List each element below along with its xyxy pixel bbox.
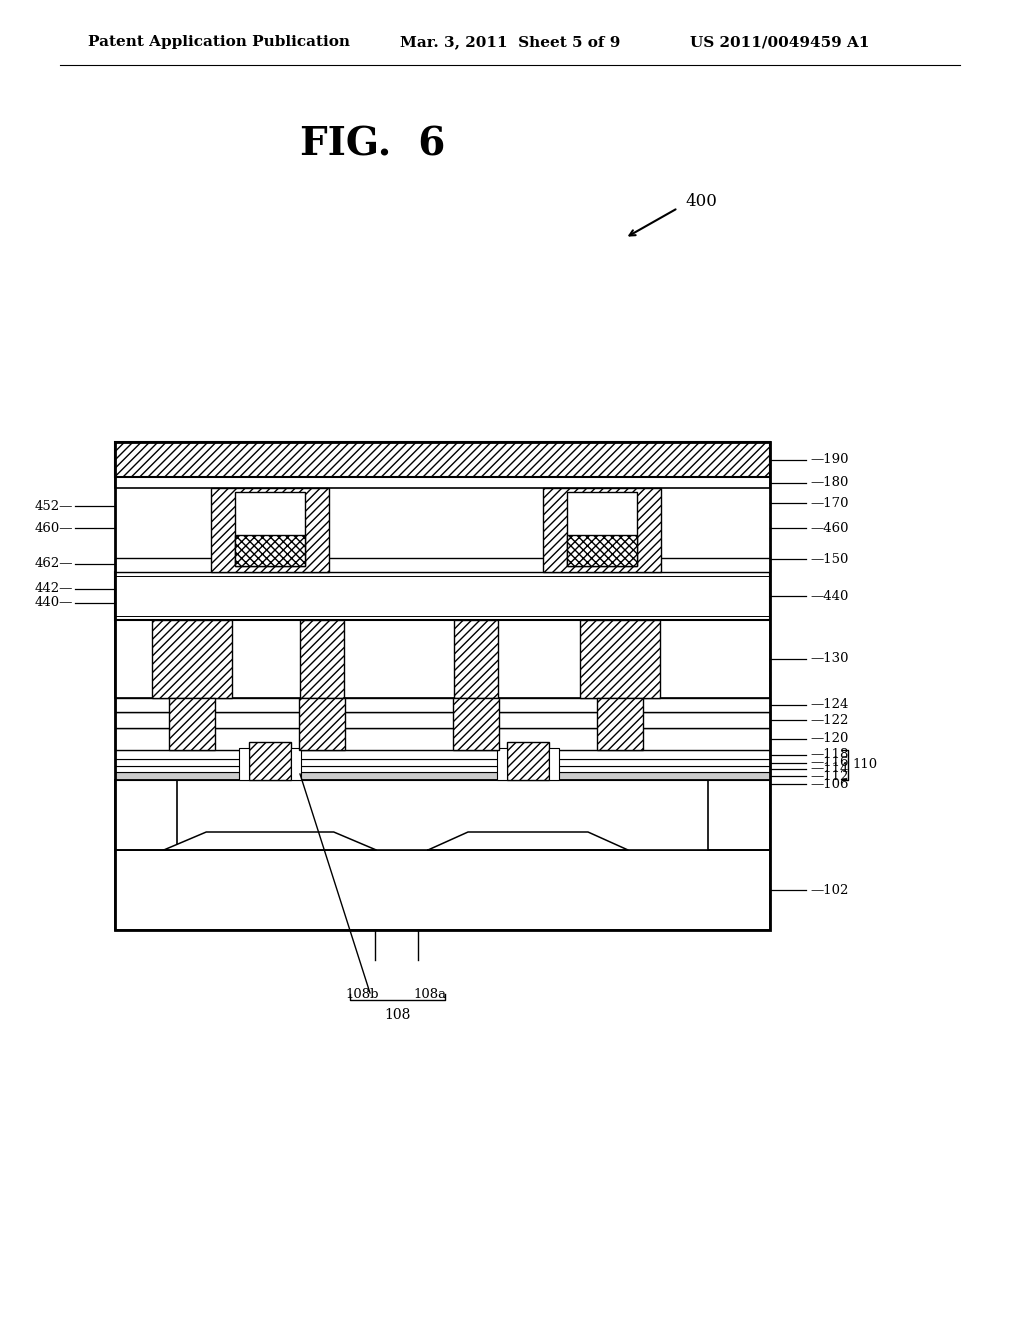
Text: —170: —170: [810, 496, 849, 510]
Text: 442—: 442—: [35, 582, 73, 595]
Bar: [234, 492, 305, 566]
Bar: [234, 535, 305, 566]
Bar: [580, 620, 660, 698]
Text: 104: 104: [245, 759, 271, 774]
Bar: [115, 620, 770, 698]
Text: —102: —102: [810, 883, 848, 896]
Text: 460—: 460—: [35, 521, 73, 535]
Text: 110: 110: [852, 759, 878, 771]
Text: —120: —120: [810, 733, 848, 746]
Bar: [115, 477, 770, 488]
Polygon shape: [428, 832, 628, 850]
Text: —116: —116: [810, 756, 849, 770]
Text: —460: —460: [810, 521, 849, 535]
Bar: [299, 698, 345, 750]
Bar: [115, 759, 770, 766]
Bar: [115, 558, 770, 572]
Bar: [453, 698, 499, 750]
Text: —124: —124: [810, 698, 848, 711]
Bar: [300, 620, 344, 698]
Text: —440: —440: [810, 590, 848, 602]
Bar: [597, 698, 643, 750]
Text: 108a: 108a: [414, 987, 446, 1001]
Text: —118: —118: [810, 748, 848, 762]
Polygon shape: [708, 780, 770, 850]
Polygon shape: [164, 832, 376, 850]
Bar: [115, 766, 770, 772]
Bar: [239, 748, 249, 780]
Bar: [249, 742, 291, 780]
Text: —190: —190: [810, 453, 849, 466]
Text: 400: 400: [685, 194, 717, 210]
Text: 108: 108: [384, 1008, 411, 1022]
Bar: [543, 488, 662, 572]
Text: —180: —180: [810, 477, 848, 488]
Text: FIG.  6: FIG. 6: [300, 125, 445, 164]
Bar: [567, 492, 637, 566]
Text: 462—: 462—: [35, 557, 73, 570]
Text: —150: —150: [810, 553, 848, 566]
Bar: [115, 698, 770, 711]
Text: 440—: 440—: [35, 597, 73, 610]
Polygon shape: [115, 780, 177, 850]
Bar: [115, 729, 770, 750]
Text: US 2011/0049459 A1: US 2011/0049459 A1: [690, 36, 869, 49]
Text: —112: —112: [810, 770, 848, 783]
Bar: [567, 535, 637, 566]
Text: —122: —122: [810, 714, 848, 726]
Text: 108b: 108b: [345, 987, 379, 1001]
Bar: [211, 488, 329, 572]
Text: Patent Application Publication: Patent Application Publication: [88, 36, 350, 49]
Bar: [115, 850, 770, 931]
Bar: [507, 742, 549, 780]
Text: —130: —130: [810, 652, 849, 665]
Text: Mar. 3, 2011  Sheet 5 of 9: Mar. 3, 2011 Sheet 5 of 9: [400, 36, 621, 49]
Bar: [454, 620, 498, 698]
Bar: [169, 698, 215, 750]
Bar: [115, 750, 770, 759]
Bar: [497, 748, 507, 780]
Bar: [152, 620, 232, 698]
Text: —114: —114: [810, 763, 848, 776]
Bar: [291, 748, 301, 780]
Bar: [115, 772, 770, 780]
Bar: [115, 442, 770, 477]
Bar: [115, 711, 770, 729]
Bar: [549, 748, 559, 780]
Bar: [115, 780, 770, 850]
Text: —106: —106: [810, 777, 849, 791]
Text: 452—: 452—: [35, 500, 73, 513]
Bar: [115, 572, 770, 620]
Bar: [115, 442, 770, 931]
